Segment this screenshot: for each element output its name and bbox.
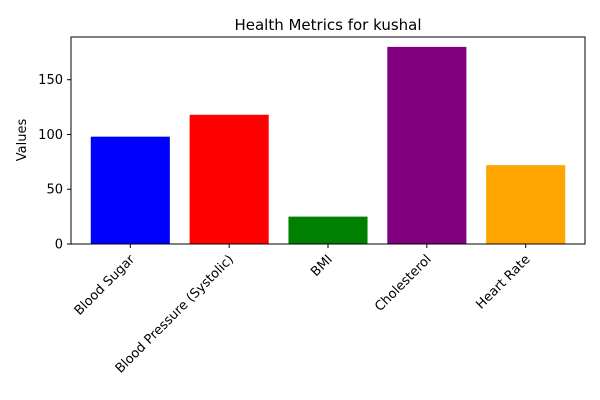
plot-frame [70, 36, 586, 245]
y-axis-label: Values [15, 119, 30, 162]
x-tick-label-3: Cholesterol [372, 252, 434, 314]
y-tick-label-3: 150 [38, 73, 63, 88]
bar-1 [189, 114, 269, 244]
y-tick-label-1: 50 [46, 183, 63, 198]
chart-title: Health Metrics for kushal [234, 16, 421, 34]
y-tick-label-0: 0 [55, 238, 63, 253]
y-tick-label-2: 100 [38, 128, 63, 143]
bar-3 [387, 46, 467, 244]
bar-2 [288, 216, 368, 244]
x-tick-label-2: BMI [308, 252, 336, 280]
x-tick-label-0: Blood Sugar [72, 252, 139, 319]
x-tick-label-1: Blood Pressure (Systolic) [113, 252, 237, 376]
bar-0 [90, 136, 170, 244]
x-tick-label-4: Heart Rate [473, 252, 533, 312]
bar-4 [486, 165, 566, 244]
